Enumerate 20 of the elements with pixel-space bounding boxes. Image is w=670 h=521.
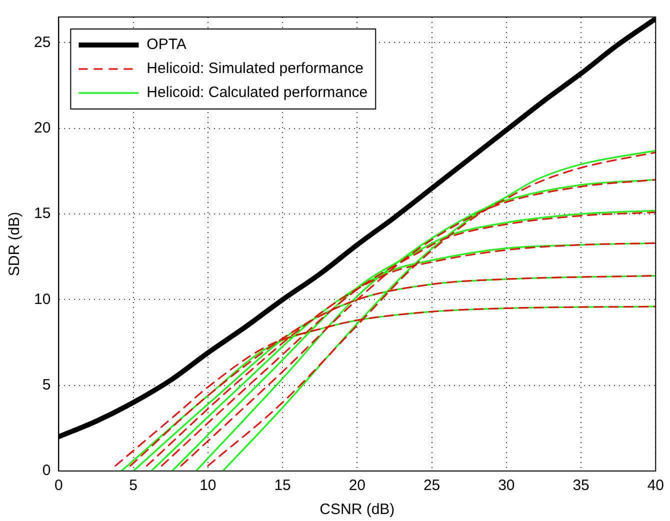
legend-label: Helicoid: Calculated performance — [146, 84, 368, 102]
x-tick-label: 20 — [348, 477, 366, 494]
x-tick-label: 35 — [572, 477, 590, 494]
x-tick-label: 40 — [647, 477, 664, 494]
y-tick-label: 15 — [34, 205, 51, 222]
x-tick-label: 10 — [200, 477, 216, 494]
y-tick-label: 25 — [34, 34, 51, 51]
x-tick-label: 0 — [54, 477, 63, 494]
legend-label: OPTA — [146, 36, 186, 54]
x-axis-title: CSNR (dB) — [320, 501, 395, 518]
y-tick-label: 5 — [42, 376, 51, 394]
y-axis-title: SDR (dB) — [6, 212, 24, 276]
x-tick-label: 30 — [498, 477, 515, 494]
x-tick-label: 15 — [274, 477, 291, 494]
y-tick-label: 20 — [34, 120, 51, 136]
x-tick-label: 25 — [423, 477, 440, 494]
x-tick-label: 5 — [129, 477, 138, 494]
y-tick-label: 10 — [34, 290, 51, 308]
y-tick-label: 0 — [42, 462, 51, 480]
legend-label: Helicoid: Simulated performance — [146, 60, 364, 78]
